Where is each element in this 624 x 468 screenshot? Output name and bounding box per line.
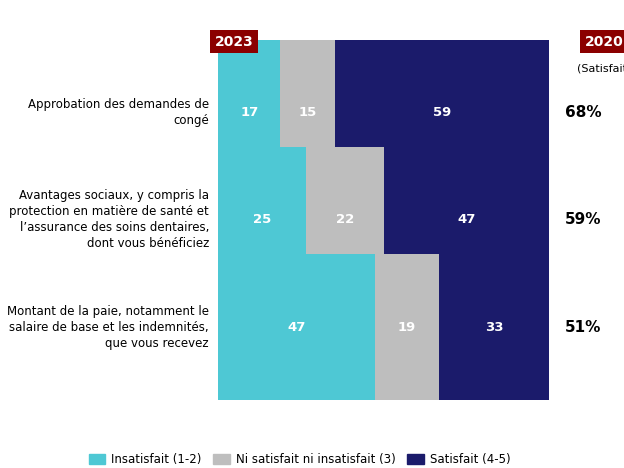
Text: 68%: 68% [565, 105, 602, 120]
Bar [280, 40, 334, 185]
Bar [334, 40, 549, 185]
Text: 59%: 59% [565, 212, 601, 227]
Legend: Insatisfait (1-2), Ni satisfait ni insatisfait (3), Satisfait (4-5): Insatisfait (1-2), Ni satisfait ni insat… [84, 449, 515, 468]
Bar [439, 255, 549, 400]
Bar [376, 255, 439, 400]
Text: 15: 15 [298, 106, 316, 119]
Text: 2020: 2020 [585, 35, 623, 49]
Text: 22: 22 [336, 213, 354, 227]
Text: 2023: 2023 [215, 35, 253, 49]
Text: 19: 19 [398, 321, 416, 334]
Text: 59: 59 [433, 106, 451, 119]
Text: 25: 25 [253, 213, 271, 227]
Text: (Satisfait): (Satisfait) [577, 63, 624, 73]
Bar [218, 255, 376, 400]
Bar [218, 147, 306, 293]
Text: Approbation des demandes de
congé: Approbation des demandes de congé [28, 98, 209, 127]
Text: Avantages sociaux, y compris la
protection en matière de santé et
l’assurance de: Avantages sociaux, y compris la protecti… [9, 190, 209, 250]
Bar [384, 147, 549, 293]
Text: 17: 17 [240, 106, 258, 119]
Bar [306, 147, 384, 293]
Bar [218, 40, 280, 185]
Text: 47: 47 [457, 213, 475, 227]
Text: 33: 33 [485, 321, 503, 334]
Text: Montant de la paie, notamment le
salaire de base et les indemnités,
que vous rec: Montant de la paie, notamment le salaire… [7, 305, 209, 350]
Text: 47: 47 [288, 321, 306, 334]
Text: 51%: 51% [565, 320, 601, 335]
